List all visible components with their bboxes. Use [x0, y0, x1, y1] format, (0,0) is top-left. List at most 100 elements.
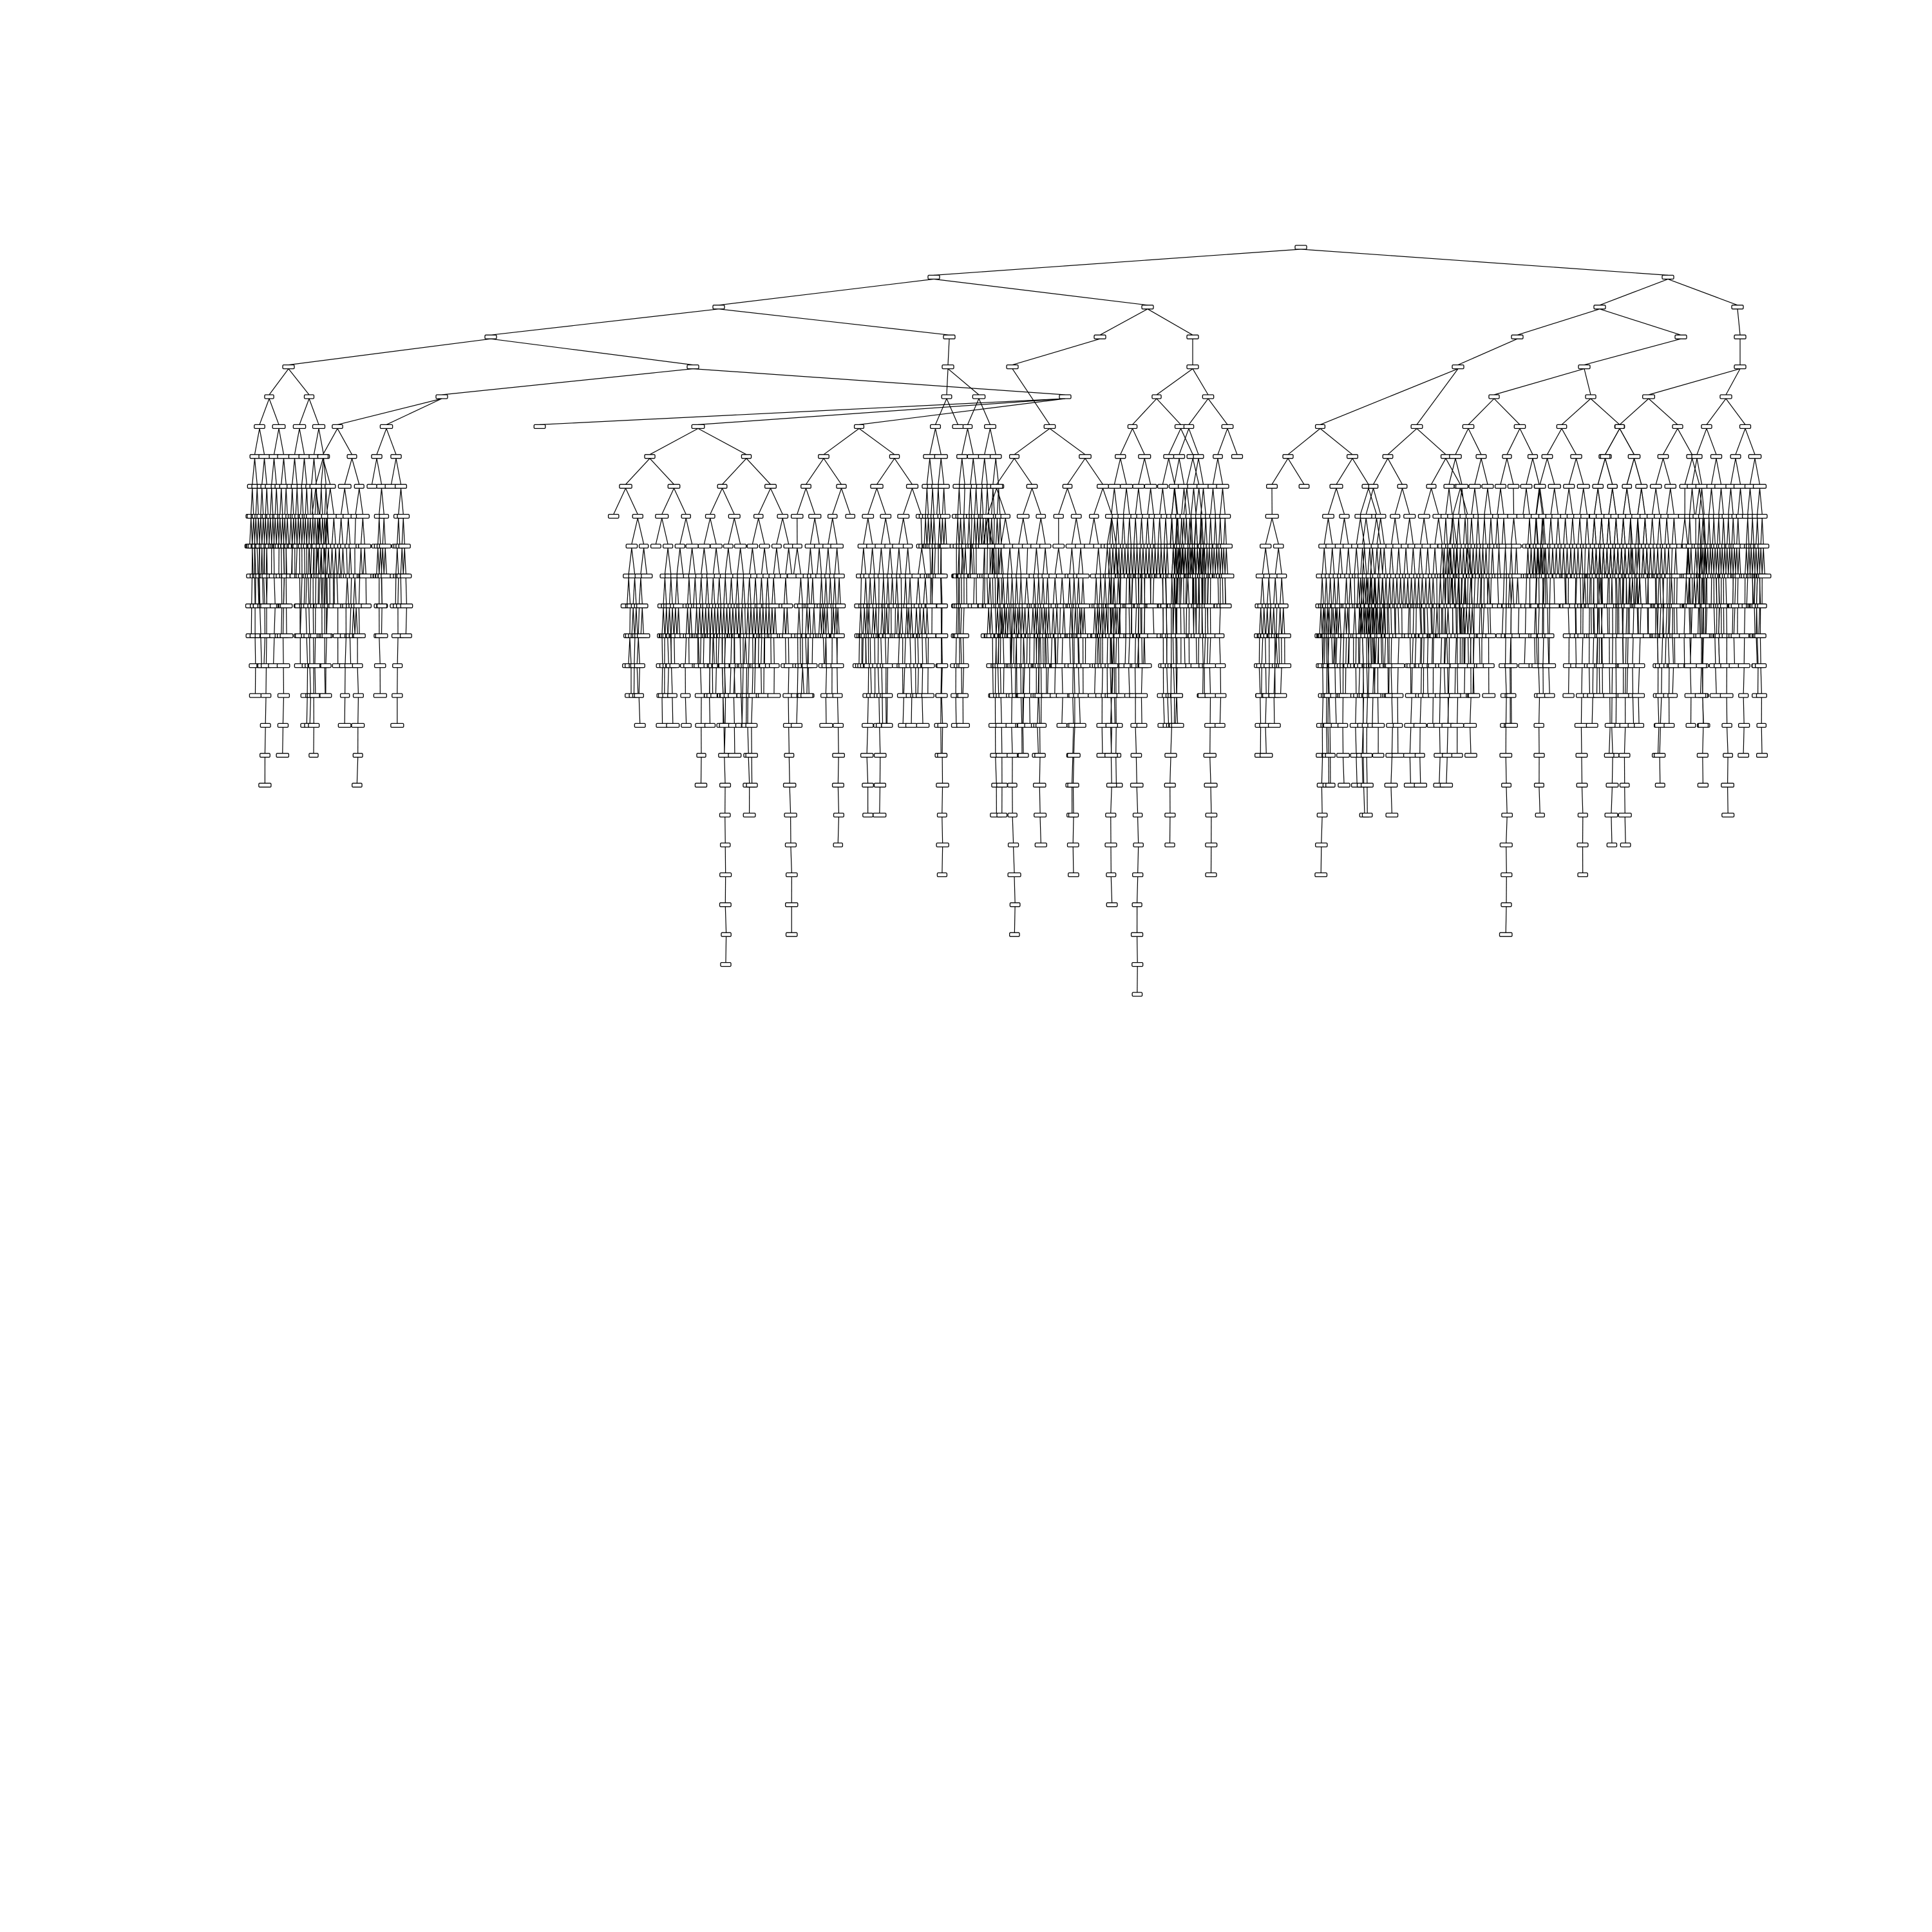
tree-edge [284, 518, 287, 545]
tree-edge [1622, 638, 1624, 664]
tree-edge [1606, 518, 1609, 545]
tree-edge [1016, 607, 1019, 634]
tree-edge [1659, 518, 1662, 545]
tree-edge [675, 578, 677, 604]
tree-edge [1363, 787, 1365, 813]
tree-edge [1338, 578, 1340, 604]
tree-edge [1077, 638, 1079, 664]
tree-node [1106, 693, 1118, 698]
tree-edge [613, 488, 627, 515]
tree-edge [768, 607, 771, 634]
tree-node [853, 424, 865, 430]
tree-edge [929, 518, 932, 545]
tree-edge [1667, 638, 1670, 664]
tree-edge [281, 607, 283, 634]
tree-edge [1717, 518, 1719, 545]
tree-edge [1013, 607, 1016, 634]
tree-node [990, 484, 1003, 489]
tree-edge [1667, 547, 1669, 574]
tree-edge [880, 518, 886, 545]
tree-edge [1362, 578, 1365, 604]
tree-edge [1171, 578, 1173, 604]
tree-edge [914, 638, 916, 664]
tree-edge [1459, 607, 1461, 634]
tree-node [1000, 513, 1011, 519]
tree-edge [1074, 578, 1076, 604]
tree-edge [962, 518, 965, 545]
tree-node [833, 842, 844, 848]
tree-node [352, 782, 363, 788]
tree-edge [1132, 547, 1135, 574]
tree-edge [1543, 518, 1546, 545]
tree-edge [363, 547, 365, 574]
tree-edge [685, 638, 687, 664]
tree-edge [1477, 518, 1481, 545]
tree-node [276, 753, 290, 758]
tree-edge [672, 607, 674, 634]
tree-edge [661, 667, 663, 694]
tree-edge [1671, 578, 1674, 604]
tree-edge [887, 638, 889, 664]
tree-edge [961, 458, 965, 485]
tree-node [1007, 782, 1018, 788]
tree-node [1132, 872, 1144, 878]
tree-edge [958, 488, 961, 515]
tree-edge [805, 607, 808, 634]
tree-edge [863, 547, 866, 574]
tree-node [1231, 454, 1244, 459]
tree-edge [939, 518, 942, 545]
tree-edge [285, 547, 287, 574]
tree-edge [1072, 578, 1075, 604]
tree-edge [341, 518, 344, 545]
tree-edge [1641, 547, 1644, 574]
tree-edge [1180, 518, 1182, 545]
tree-edge [1204, 578, 1206, 604]
tree-edge [989, 547, 993, 574]
tree-edge [1542, 518, 1545, 545]
tree-node [902, 544, 913, 549]
tree-edge [987, 488, 989, 515]
tree-edge [1113, 488, 1118, 515]
tree-node [978, 544, 989, 549]
tree-node [862, 723, 874, 728]
tree-edge [1586, 518, 1589, 545]
tree-edge [819, 578, 822, 604]
tree-edge [1455, 428, 1469, 455]
tree-edge [1624, 547, 1627, 574]
tree-edge [1754, 458, 1761, 485]
tree-edge [761, 667, 762, 694]
tree-edge [1387, 458, 1403, 485]
tree-edge [305, 578, 307, 604]
tree-edge [1597, 488, 1602, 515]
tree-node [784, 842, 797, 848]
tree-edge [1439, 547, 1443, 574]
tree-edge [867, 697, 869, 724]
tree-edge [1627, 547, 1629, 574]
tree-edge [359, 547, 362, 574]
tree-edge [1699, 518, 1701, 545]
tree-edge [256, 488, 259, 515]
tree-edge [1417, 578, 1419, 604]
tree-edge [1419, 757, 1421, 784]
tree-edge [714, 607, 717, 634]
tree-edge [1368, 667, 1370, 694]
tree-node [952, 424, 964, 430]
tree-node [298, 454, 310, 459]
tree-node [935, 633, 949, 638]
tree-edge [1202, 547, 1205, 574]
tree-edge [1287, 428, 1321, 455]
tree-node [1130, 753, 1142, 758]
tree-edge [1458, 518, 1461, 545]
tree-edge [810, 547, 813, 574]
tree-edge [263, 547, 265, 574]
tree-edge [1575, 638, 1577, 664]
tree-edge [1640, 607, 1642, 634]
tree-edge [685, 697, 687, 724]
tree-edge [1036, 547, 1039, 574]
tree-edge [1611, 757, 1613, 784]
tree-edge [1540, 518, 1543, 545]
tree-edge [699, 607, 701, 634]
tree-edge [640, 607, 643, 634]
tree-edge [805, 488, 815, 515]
tree-node [346, 454, 357, 459]
